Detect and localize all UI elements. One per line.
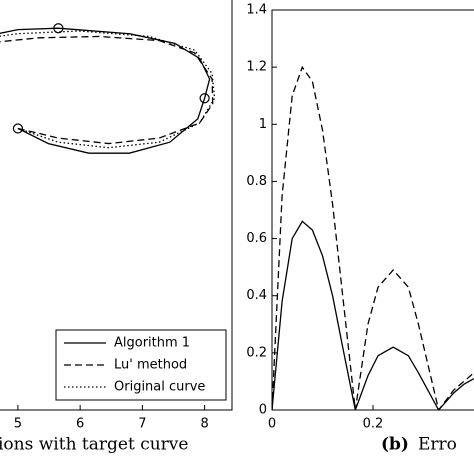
legend-label: Algorithm 1 (114, 336, 190, 351)
marker (53, 23, 64, 34)
x-tick-label: 0 (268, 417, 276, 432)
curve (272, 65, 474, 410)
x-tick-label: 5 (14, 417, 22, 432)
plot-area (0, 27, 216, 154)
curve (0, 35, 214, 145)
x-tick-label: 8 (200, 417, 208, 432)
legend-label: Original curve (114, 380, 205, 395)
plot-area (272, 65, 474, 410)
curve (0, 30, 216, 149)
y-tick-label: 0.8 (246, 174, 267, 189)
caption-label: (b) (381, 435, 409, 455)
y-tick-label: 1.4 (246, 3, 267, 18)
marker (199, 93, 210, 104)
y-tick-label: 0.4 (246, 288, 267, 303)
y-tick-label: 0.2 (246, 345, 267, 360)
marker (12, 123, 24, 134)
x-tick-label: 0.2 (363, 417, 384, 432)
legend-label: Lu' method (114, 358, 187, 373)
y-tick-label: 1 (259, 117, 267, 132)
y-tick-label: 0.6 (246, 231, 267, 246)
axes-box (271, 9, 474, 411)
caption: ions with target curve (0, 435, 188, 455)
legend-box (55, 329, 227, 401)
x-tick-label: 7 (138, 417, 146, 432)
axes-box (0, 0, 233, 411)
curve (0, 27, 211, 154)
curve (272, 220, 474, 410)
x-tick-label: 6 (76, 417, 84, 432)
caption: Erro (418, 435, 457, 455)
y-tick-label: 1.2 (246, 60, 267, 75)
y-tick-label: 0 (259, 403, 267, 418)
